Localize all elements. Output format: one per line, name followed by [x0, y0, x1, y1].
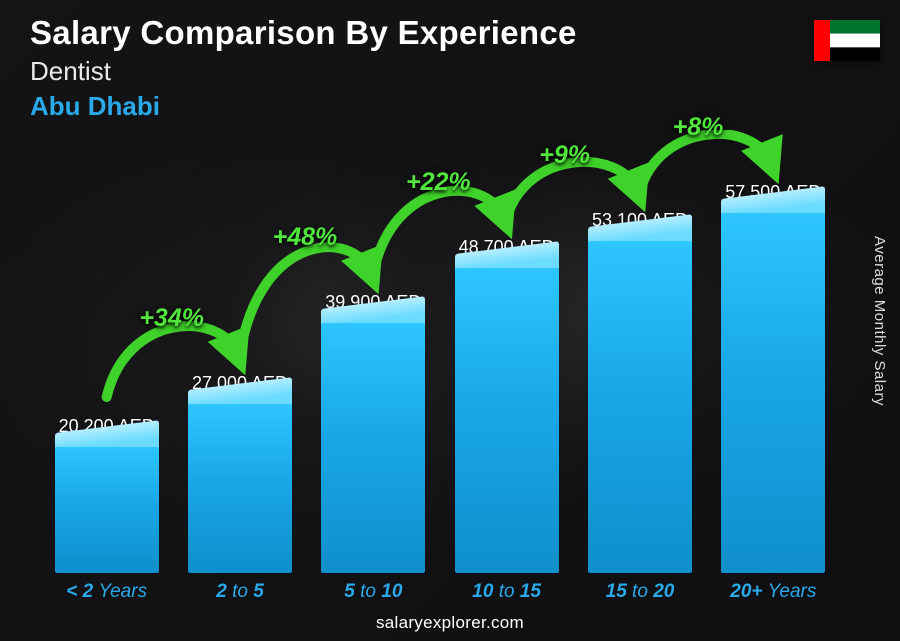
page-title: Salary Comparison By Experience: [30, 14, 577, 52]
x-axis-label: 2 to 5: [179, 581, 300, 603]
bar-group: 57,500 AED: [713, 182, 834, 573]
page-subtitle: Dentist: [30, 56, 577, 87]
bar: [588, 241, 692, 573]
page-location: Abu Dhabi: [30, 91, 577, 122]
y-axis-label: Average Monthly Salary: [871, 236, 888, 406]
chart-area: 20,200 AED27,000 AED39,900 AED48,700 AED…: [30, 130, 850, 573]
uae-flag-icon: [814, 20, 880, 61]
bar: [188, 404, 292, 573]
bar-group: 27,000 AED: [179, 373, 300, 573]
x-axis-label: < 2 Years: [46, 581, 167, 603]
bar: [455, 268, 559, 573]
x-axis-label: 20+ Years: [713, 581, 834, 603]
bar-group: 53,100 AED: [579, 210, 700, 573]
title-block: Salary Comparison By Experience Dentist …: [30, 14, 577, 122]
x-axis: < 2 Years 2 to 5 5 to 10 10 to 15 15 to 20 20…: [30, 581, 850, 603]
bar-group: 20,200 AED: [46, 416, 167, 573]
bar-group: 39,900 AED: [313, 292, 434, 573]
footer-brand: salaryexplorer.com: [0, 613, 900, 633]
x-axis-label: 5 to 10: [313, 581, 434, 603]
bar: [321, 323, 425, 573]
bar: [721, 213, 825, 573]
bar: [55, 447, 159, 573]
x-axis-label: 15 to 20: [579, 581, 700, 603]
x-axis-label: 10 to 15: [446, 581, 567, 603]
bar-group: 48,700 AED: [446, 237, 567, 573]
